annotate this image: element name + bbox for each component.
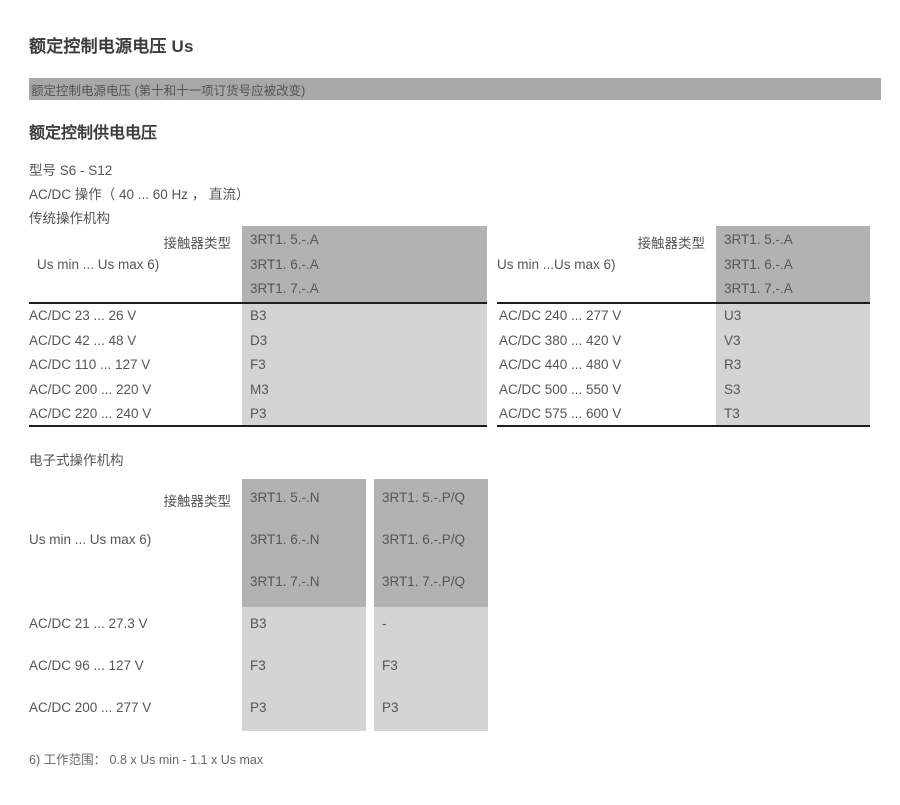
table-row-voltage: AC/DC 110 ... 127 V [29, 357, 151, 372]
table-row-voltage: AC/DC 240 ... 277 V [499, 308, 622, 323]
model-header-3: 3RT1. 7.-.A [250, 281, 319, 296]
table-row-voltage: AC/DC 200 ... 277 V [29, 700, 152, 715]
page-title: 额定控制电源电压 Us [29, 37, 194, 56]
header-shade-pq [374, 479, 488, 607]
model-header-pq-3: 3RT1. 7.-.P/Q [382, 574, 466, 589]
footnote: 6) 工作范围： 0.8 x Us min - 1.1 x Us max [29, 753, 264, 767]
header-shade-left [242, 226, 487, 302]
table-row-voltage: AC/DC 575 ... 600 V [499, 406, 622, 421]
table-row-code: F3 [250, 357, 266, 372]
body-shade-n [242, 607, 366, 731]
table-row-voltage: AC/DC 220 ... 240 V [29, 406, 152, 421]
table-row-code-pq: F3 [382, 658, 398, 673]
intro-line-model-text: 型号 S6 - S12 [29, 163, 113, 178]
subsection-title: 电子式操作机构 [29, 453, 124, 468]
model-header-3: 3RT1. 7.-.A [724, 281, 793, 296]
table-row-voltage: AC/DC 23 ... 26 V [29, 308, 137, 323]
table-row-code-n: P3 [250, 700, 267, 715]
intro-line-model: 型号 S6 - S12 [29, 159, 112, 179]
model-header-1: 3RT1. 5.-.A [724, 232, 793, 247]
bottom-rule-left [29, 425, 487, 427]
body-shade-right [716, 303, 870, 426]
table-row-code: T3 [724, 406, 740, 421]
model-header-1: 3RT1. 5.-.A [250, 232, 319, 247]
intro-line-mechanism-text: 传统操作机构 [29, 211, 110, 226]
header-rule-left [29, 302, 487, 304]
table-row-code: R3 [724, 357, 742, 372]
column-header-us-range: Us min ...Us max 6) [497, 257, 616, 272]
model-column-pq [374, 479, 488, 731]
electronic-table: 接触器类型 Us min ... Us max 6) 3RT1. 5.-.N 3… [29, 479, 489, 731]
header-shade-right [716, 226, 870, 302]
model-header-2: 3RT1. 6.-.A [250, 257, 319, 272]
intro-line-operation-text: AC/DC 操作（ 40 ... 60 Hz ， 直流） [29, 187, 250, 202]
table-row-code-n: B3 [250, 616, 267, 631]
table-row-voltage: AC/DC 21 ... 27.3 V [29, 616, 148, 631]
model-header-n-3: 3RT1. 7.-.N [250, 574, 320, 589]
column-header-contactor-type: 接触器类型 [637, 236, 706, 251]
table-row-voltage: AC/DC 440 ... 480 V [499, 357, 622, 372]
table-row-voltage: AC/DC 200 ... 220 V [29, 382, 152, 397]
model-header-n-2: 3RT1. 6.-.N [250, 532, 320, 547]
section-title: 额定控制供电电压 [29, 125, 158, 142]
model-header-n-1: 3RT1. 5.-.N [250, 490, 320, 505]
conventional-table-right: 接触器类型 Us min ...Us max 6) 3RT1. 5.-.A 3R… [497, 226, 870, 427]
column-header-contactor-type: 接触器类型 [163, 236, 232, 251]
model-column-n [242, 479, 366, 731]
table-row-code-pq: - [382, 616, 387, 631]
intro-line-mechanism: 传统操作机构 [29, 207, 110, 227]
table-row-code: B3 [250, 308, 267, 323]
table-row-voltage: AC/DC 380 ... 420 V [499, 333, 622, 348]
column-header-us-range: Us min ... Us max 6) [37, 257, 160, 272]
table-row-code: S3 [724, 382, 741, 397]
table-row-code: M3 [250, 382, 269, 397]
body-shade-pq [374, 607, 488, 731]
model-header-2: 3RT1. 6.-.A [724, 257, 793, 272]
table-row-voltage: AC/DC 96 ... 127 V [29, 658, 144, 673]
body-shade-left [242, 303, 487, 426]
section-banner: 额定控制电源电压 (第十和十一项订货号应被改变) [29, 78, 881, 100]
table-row-code: V3 [724, 333, 741, 348]
column-header-contactor-type: 接触器类型 [163, 494, 232, 509]
table-row-code: D3 [250, 333, 268, 348]
conventional-table-left: 接触器类型 Us min ... Us max 6) 3RT1. 5.-.A 3… [29, 226, 487, 427]
column-header-us-range: Us min ... Us max 6) [29, 532, 152, 547]
bottom-rule-right [497, 425, 870, 427]
table-row-code: U3 [724, 308, 742, 323]
table-row-code: P3 [250, 406, 267, 421]
section-banner-label: 额定控制电源电压 (第十和十一项订货号应被改变) [31, 84, 306, 98]
table-row-code-pq: P3 [382, 700, 399, 715]
header-shade-n [242, 479, 366, 607]
header-rule-right [497, 302, 870, 304]
model-header-pq-2: 3RT1. 6.-.P/Q [382, 532, 466, 547]
table-row-voltage: AC/DC 500 ... 550 V [499, 382, 622, 397]
table-row-code-n: F3 [250, 658, 266, 673]
model-header-pq-1: 3RT1. 5.-.P/Q [382, 490, 466, 505]
intro-line-operation: AC/DC 操作（ 40 ... 60 Hz ， 直流） [29, 183, 250, 203]
table-row-voltage: AC/DC 42 ... 48 V [29, 333, 137, 348]
